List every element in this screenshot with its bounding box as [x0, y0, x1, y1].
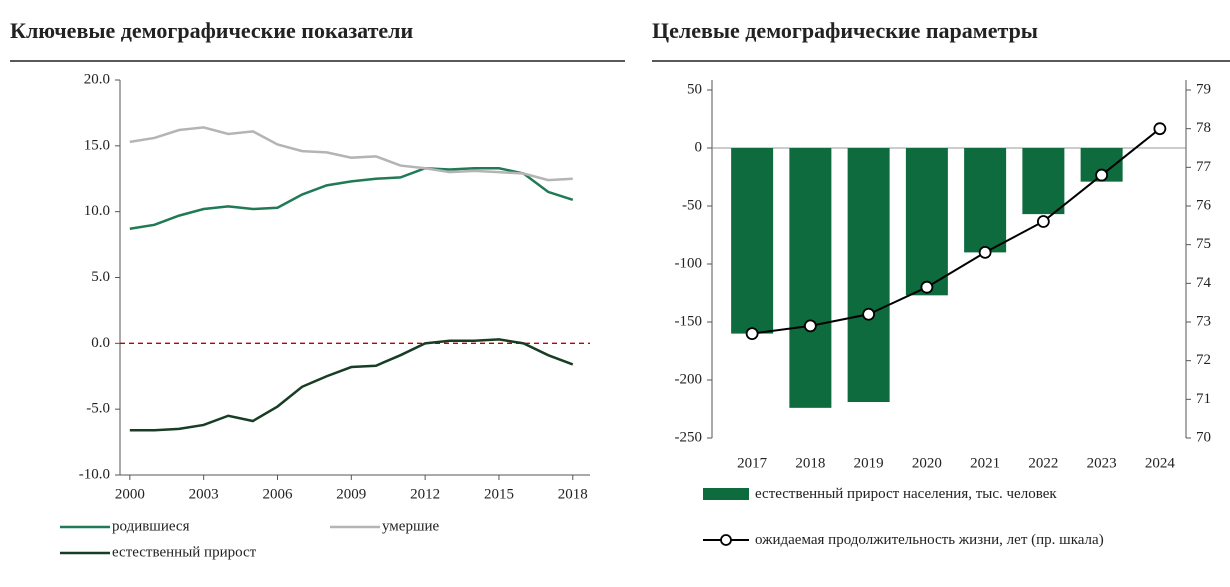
y-tick-label: 0.0 — [91, 335, 110, 351]
chart-title: Ключевые демографические показатели — [10, 18, 414, 43]
legend-label: ожидаемая продолжительность жизни, лет (… — [755, 532, 1104, 548]
y2-tick-label: 79 — [1196, 81, 1211, 97]
y2-tick-label: 75 — [1196, 236, 1211, 252]
y-tick-label: -200 — [675, 371, 703, 387]
x-tick-label: 2024 — [1145, 455, 1176, 471]
x-tick-label: 2018 — [795, 455, 825, 471]
y-tick-label: -10.0 — [79, 466, 110, 482]
legend-swatch — [703, 488, 749, 500]
x-tick-label: 2012 — [410, 486, 440, 502]
line-marker — [978, 245, 992, 259]
bar — [847, 148, 890, 403]
line-marker — [862, 307, 876, 321]
y-tick-label: 20.0 — [84, 71, 110, 87]
legend-label: родившиеся — [112, 518, 190, 534]
y2-tick-label: 76 — [1196, 197, 1212, 213]
y-tick-label: 0 — [695, 139, 703, 155]
y2-tick-label: 74 — [1196, 275, 1212, 291]
y-tick-label: -100 — [675, 255, 703, 271]
bar — [964, 148, 1007, 253]
line-marker — [1153, 122, 1167, 136]
bar — [731, 148, 774, 334]
x-tick-label: 2023 — [1087, 455, 1117, 471]
line-marker — [920, 280, 934, 294]
x-tick-label: 2020 — [912, 455, 942, 471]
series-line — [129, 338, 574, 432]
y2-tick-label: 70 — [1196, 429, 1211, 445]
x-tick-label: 2009 — [336, 486, 366, 502]
series-line — [129, 126, 573, 182]
series-line — [129, 166, 574, 231]
chart-title: Целевые демографические параметры — [652, 18, 1038, 43]
y-tick-label: 10.0 — [84, 203, 110, 219]
x-tick-label: 2017 — [737, 455, 768, 471]
bar — [905, 148, 948, 296]
series-line — [751, 127, 1161, 335]
y2-tick-label: 73 — [1196, 313, 1211, 329]
legend-label: умершие — [382, 518, 440, 534]
y-tick-label: 50 — [687, 81, 702, 97]
line-marker — [1036, 215, 1050, 228]
line-marker — [1095, 168, 1109, 182]
x-tick-label: 2021 — [970, 455, 1000, 471]
line-marker — [745, 327, 759, 341]
x-tick-label: 2003 — [189, 486, 219, 502]
legend-label: естественный прирост населения, тыс. чел… — [755, 486, 1057, 502]
x-tick-label: 2022 — [1028, 455, 1058, 471]
y-tick-label: 15.0 — [84, 137, 110, 153]
y2-tick-label: 77 — [1196, 159, 1212, 175]
y2-tick-label: 78 — [1196, 120, 1211, 136]
y-tick-label: 5.0 — [91, 269, 110, 285]
x-tick-label: 2019 — [854, 455, 884, 471]
y-tick-label: -50 — [682, 197, 702, 213]
y-tick-label: -250 — [675, 429, 703, 445]
legend-label: естественный прирост — [112, 544, 257, 560]
bar — [789, 148, 832, 408]
x-tick-label: 2000 — [115, 486, 145, 502]
y2-tick-label: 72 — [1196, 352, 1211, 368]
x-tick-label: 2018 — [558, 486, 588, 502]
line-marker — [803, 319, 817, 333]
x-tick-label: 2015 — [484, 486, 514, 502]
x-tick-label: 2006 — [262, 486, 293, 502]
y2-tick-label: 71 — [1196, 391, 1211, 407]
y-tick-label: -150 — [675, 313, 703, 329]
legend-marker — [720, 534, 732, 546]
y-tick-label: -5.0 — [86, 401, 110, 417]
bar — [1022, 148, 1065, 215]
